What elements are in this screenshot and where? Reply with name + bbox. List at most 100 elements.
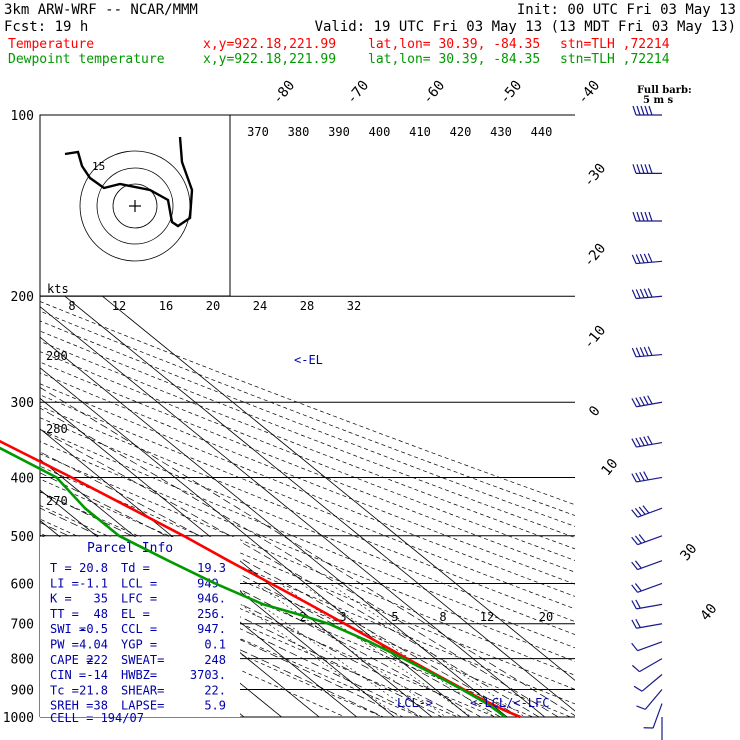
theta-label: 390 [328,125,350,139]
dry-adiabat-line [40,405,575,622]
isotherm-label: 30 [677,541,700,564]
dry-adiabat-line [40,417,575,635]
wind-barb [631,560,663,571]
pressure-label: 600 [11,577,34,592]
isotherm-label: -80 [270,78,299,108]
mixing-ratio-line [279,583,473,717]
moist-adiabat-line [40,387,575,716]
parcel-param-value: 3703. [190,668,226,682]
dry-adiabat-line [40,453,575,676]
mixing-ratio-label: 8 [439,610,446,624]
parcel-param-label: CIN = [50,668,86,682]
lcl-annotation: LCL-> [397,696,433,710]
wind-barb-flag [635,397,641,407]
parcel-param-value: 947. [197,622,226,636]
isotherm-label: -20 [581,241,610,271]
cell-motion: CELL = 194/07 [50,711,144,725]
dry-adiabat-label: 290 [46,349,68,363]
wind-barb [631,582,663,593]
wind-barb-staff [636,441,663,448]
wind-barb [631,599,663,610]
parcel-param-label: TT = [50,607,79,621]
el-annotation: <-EL [294,353,323,367]
parcel-param-value: 19.3 [197,561,226,575]
wind-barb-flag [647,346,653,356]
temperature-legend-station: stn=TLH ,72214 [560,37,670,52]
wind-barb [631,534,663,546]
theta-label: 410 [409,125,431,139]
dry-adiabat-line [40,561,384,717]
pressure-label: 400 [11,471,34,486]
wind-barb-flag [648,211,653,222]
mixing-ratio-line [230,583,421,717]
parcel-param-label: LAPSE= [121,699,164,713]
parcel-param-label: T = [50,561,72,575]
parcel-param-label: PW = [50,638,79,652]
dry-adiabat-line [40,465,575,690]
wind-barb-flag [639,253,645,264]
wind-barb [633,674,663,692]
parcel-param-label: SWI = [50,622,86,636]
wind-barb-staff [637,582,663,593]
dry-adiabat-line [40,478,575,705]
wind-barb-flag [643,346,649,357]
wind-barb-flag [635,437,641,447]
wind-barb [631,435,663,448]
wind-barb-flag [643,396,649,405]
wind-barb-flag [631,473,637,483]
pressure-label: 100 [11,109,34,124]
hodograph-speed-label: 8 [68,299,75,313]
wind-barb-flag [648,164,653,174]
theta-label: 420 [450,125,472,139]
dewpoint-legend-station: stn=TLH ,72214 [560,52,670,67]
parcel-param-value: 248 [204,653,226,667]
wind-barb-staff [636,476,663,483]
wind-barb-flag [632,211,637,222]
wind-barb-flag [634,507,642,517]
wind-barb [631,346,663,358]
wind-barb-staff [636,260,663,265]
wind-barb [661,717,663,740]
wind-barb-flag [643,288,649,298]
wind-barb-flag [644,105,649,116]
parcel-param-label: SWEAT= [121,653,164,667]
parcel-param-value: 949. [197,576,226,590]
pressure-label: 900 [11,683,34,698]
parcel-param-label: SREH = [50,699,93,713]
temperature-legend-label: Temperature [8,37,94,52]
wind-barb-flag [647,395,653,405]
mixing-ratio-label: 5 [391,610,398,624]
wind-barb [636,689,663,710]
wind-barb-staff [637,641,663,652]
wind-barb [631,618,663,629]
wind-barb-staff [652,703,663,729]
parcel-param-label: K = [50,592,72,606]
wind-barb-flag [644,164,649,174]
temperature-legend-xy: x,y=922.18,221.99 [203,37,336,52]
wind-barb-flag [632,164,637,174]
model-title: 3km ARW-WRF -- NCAR/MMM [4,2,198,18]
isotherm-label: -50 [497,78,526,108]
parcel-param-value: 222 [86,653,108,667]
valid-time: Valid: 19 UTC Fri 03 May 13 (13 MDT Fri … [315,19,736,35]
wind-barb-flag [642,505,650,514]
mixing-ratio-label: 20 [539,610,553,624]
parcel-param-label: CAPE = [50,653,93,667]
wind-barb-flag [643,471,649,481]
wind-barb-flag [631,561,639,570]
wind-barb-flag [631,584,639,593]
wind-barb-flag [638,506,646,515]
wind-barb-flag [638,534,646,543]
wind-barb-flag [636,705,646,710]
wind-barb-flag [639,437,645,446]
dry-adiabat-line [40,340,575,550]
dry-adiabat-line [40,310,575,516]
barb-key-units: 5 m s [643,95,674,106]
moist-adiabat-line [40,472,502,717]
wind-barb-flag [643,436,649,446]
wind-barb-flag [635,289,641,299]
parcel-param-label: LI = [50,576,79,590]
hodograph-speed-label: 20 [206,299,220,313]
wind-barb-flag [631,600,637,610]
